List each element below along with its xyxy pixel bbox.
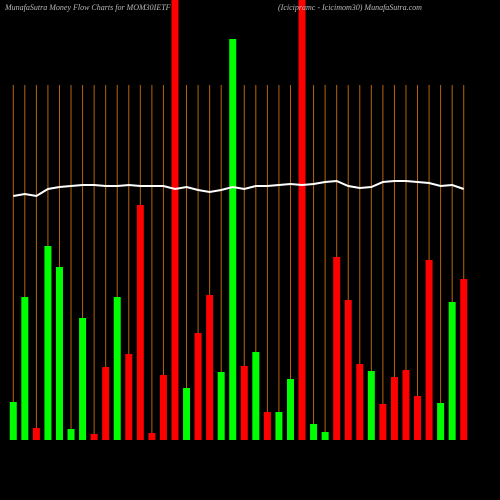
bar bbox=[67, 429, 75, 440]
bar bbox=[390, 377, 398, 440]
bar bbox=[263, 412, 271, 440]
bar bbox=[275, 412, 283, 440]
bar bbox=[217, 372, 225, 440]
bar bbox=[9, 402, 17, 440]
bar bbox=[183, 388, 191, 440]
bar bbox=[21, 297, 29, 440]
bar bbox=[90, 434, 98, 440]
bar bbox=[136, 205, 144, 440]
bar bbox=[125, 354, 133, 440]
bar bbox=[367, 371, 375, 440]
chart-subtitle: (Icicipramc - Icicimom30) MunafaSutra.co… bbox=[278, 3, 422, 12]
bar bbox=[229, 39, 237, 440]
bar bbox=[321, 432, 329, 440]
bar bbox=[425, 260, 433, 440]
chart-title: MunafaSutra Money Flow Charts for MOM30I… bbox=[4, 3, 171, 12]
bar bbox=[448, 302, 456, 440]
bar bbox=[298, 0, 306, 440]
bar bbox=[333, 257, 341, 440]
bar bbox=[171, 0, 179, 440]
bar bbox=[240, 366, 248, 440]
bar bbox=[55, 267, 63, 440]
bar bbox=[414, 396, 422, 440]
bar bbox=[437, 403, 445, 440]
bar bbox=[159, 375, 167, 440]
bar bbox=[148, 433, 156, 440]
bar bbox=[344, 300, 352, 440]
bar bbox=[286, 379, 294, 440]
bar bbox=[252, 352, 260, 440]
bar bbox=[206, 295, 214, 440]
flow-line bbox=[13, 179, 465, 198]
bar bbox=[402, 370, 410, 440]
bar bbox=[310, 424, 318, 440]
bar bbox=[460, 279, 468, 440]
bar bbox=[113, 297, 121, 440]
bar bbox=[32, 428, 40, 440]
bar bbox=[379, 404, 387, 440]
bar bbox=[102, 367, 110, 440]
bar bbox=[356, 364, 364, 440]
bar bbox=[79, 318, 87, 440]
bar bbox=[194, 333, 202, 440]
bar bbox=[44, 246, 52, 440]
